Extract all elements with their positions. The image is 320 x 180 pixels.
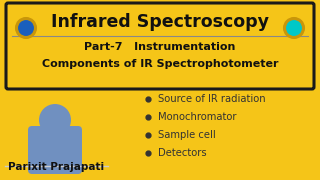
Text: Infrared Spectroscopy: Infrared Spectroscopy	[51, 13, 269, 31]
Circle shape	[17, 19, 36, 37]
Circle shape	[284, 19, 303, 37]
Circle shape	[39, 104, 71, 136]
Text: Detectors: Detectors	[158, 148, 207, 158]
Text: Components of IR Spectrophotometer: Components of IR Spectrophotometer	[42, 59, 278, 69]
FancyBboxPatch shape	[28, 126, 82, 174]
Text: Parixit Prajapati: Parixit Prajapati	[8, 162, 104, 172]
Text: Sample cell: Sample cell	[158, 130, 216, 140]
Text: Monochromator: Monochromator	[158, 112, 236, 122]
Text: Part-7   Instrumentation: Part-7 Instrumentation	[84, 42, 236, 52]
Text: Source of IR radiation: Source of IR radiation	[158, 94, 266, 104]
FancyBboxPatch shape	[6, 3, 314, 89]
